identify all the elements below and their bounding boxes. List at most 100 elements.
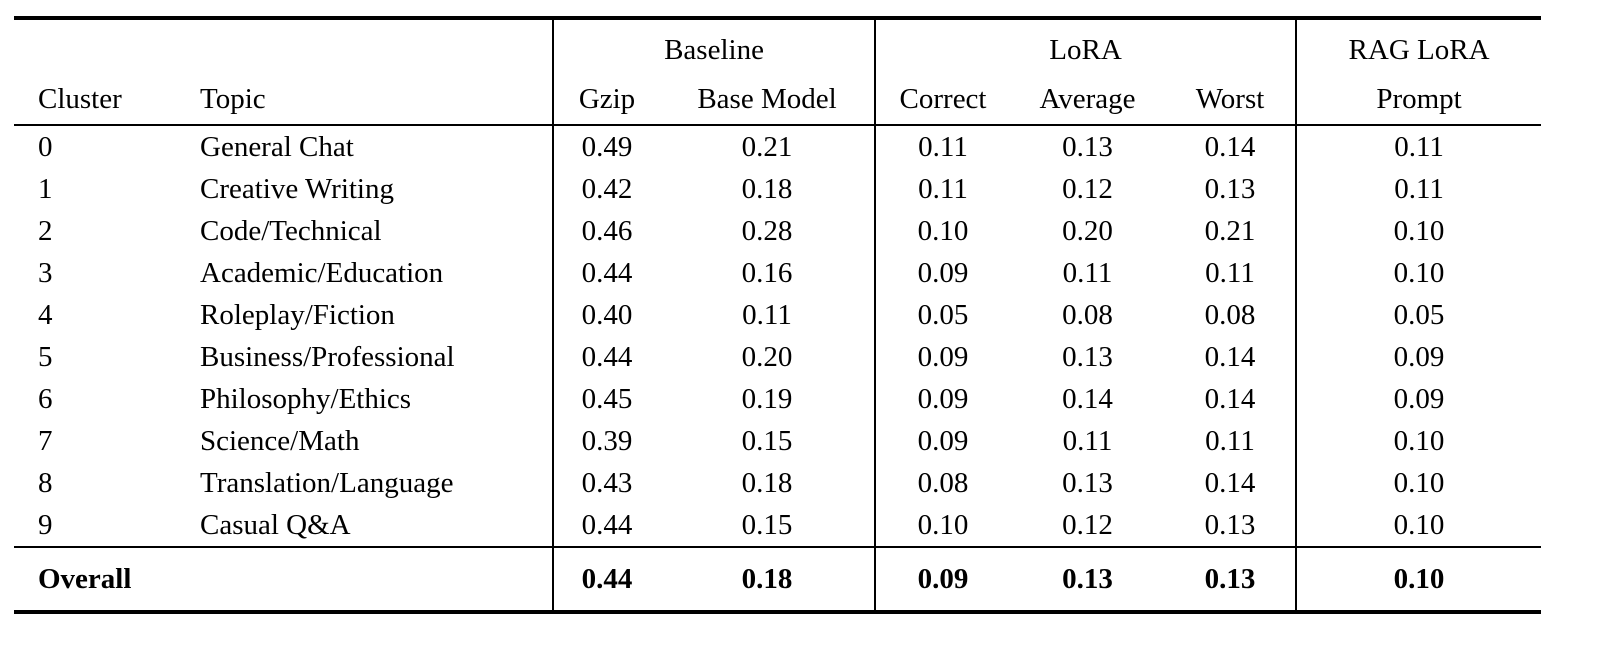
group-header-lora: LoRA <box>874 18 1297 74</box>
value-cell: 0.13 <box>1062 340 1113 373</box>
table-footer: Overall 0.44 0.18 0.09 0.13 0.13 0.10 <box>14 546 1542 612</box>
value-cell: 0.12 <box>1062 172 1113 205</box>
value-cell: 0.05 <box>874 294 1011 336</box>
table-row: 1 Creative Writing 0.42 0.18 0.11 0.12 0.13 0.1… <box>14 168 1542 210</box>
value-cell: 0.11 <box>1205 256 1255 289</box>
value-cell: 0.11 <box>874 168 1011 210</box>
cluster-cell: 6 <box>38 382 53 415</box>
cluster-cell: 7 <box>38 424 53 457</box>
value-cell: 0.40 <box>552 294 660 336</box>
value-cell: 0.10 <box>1295 252 1542 294</box>
cluster-cell: 0 <box>38 130 53 163</box>
value-cell: 0.45 <box>552 378 660 420</box>
overall-base-model-value: 0.18 <box>660 546 876 612</box>
value-cell: 0.49 <box>552 125 660 168</box>
value-cell: 0.20 <box>741 340 793 373</box>
value-cell: 0.21 <box>1204 214 1256 247</box>
table-row: 3 Academic/Education 0.44 0.16 0.09 0.11 0.11 0… <box>14 252 1542 294</box>
value-cell: 0.43 <box>552 462 660 504</box>
value-cell: 0.11 <box>1295 125 1542 168</box>
value-cell: 0.11 <box>1295 168 1542 210</box>
table-row: 9 Casual Q&A 0.44 0.15 0.10 0.12 0.13 0.10 <box>14 504 1542 547</box>
topic-cell: Casual Q&A <box>200 508 351 541</box>
topic-cell: General Chat <box>200 130 354 163</box>
value-cell: 0.19 <box>741 382 793 415</box>
value-cell: 0.16 <box>741 256 793 289</box>
value-cell: 0.10 <box>1295 420 1542 462</box>
value-cell: 0.11 <box>742 298 792 331</box>
column-header-prompt: Prompt <box>1295 74 1542 126</box>
table-body: 0 General Chat 0.49 0.21 0.11 0.13 0.14 0.11 1 Cr… <box>14 125 1542 547</box>
value-cell: 0.14 <box>1204 466 1256 499</box>
cluster-cell: 8 <box>38 466 53 499</box>
topic-cell: Code/Technical <box>200 214 382 247</box>
column-header-cluster: Cluster <box>14 74 180 126</box>
table-row: 2 Code/Technical 0.46 0.28 0.10 0.20 0.21 0.10 <box>14 210 1542 252</box>
table-row: 8 Translation/Language 0.43 0.18 0.08 0.13 0.1… <box>14 462 1542 504</box>
column-header-average: Average <box>1010 74 1166 126</box>
value-cell: 0.18 <box>741 466 793 499</box>
value-cell: 0.15 <box>741 508 793 541</box>
value-cell: 0.11 <box>1062 256 1113 289</box>
value-cell: 0.18 <box>741 172 793 205</box>
value-cell: 0.42 <box>552 168 660 210</box>
column-header-topic: Topic <box>180 74 553 126</box>
group-header-empty <box>14 18 553 74</box>
value-cell: 0.13 <box>1062 466 1113 499</box>
table-row: 5 Business/Professional 0.44 0.20 0.09 0.13 0.… <box>14 336 1542 378</box>
value-cell: 0.13 <box>1062 130 1113 163</box>
value-cell: 0.28 <box>741 214 793 247</box>
value-cell: 0.10 <box>1295 462 1542 504</box>
topic-cell: Science/Math <box>200 424 360 457</box>
value-cell: 0.44 <box>552 336 660 378</box>
table-row: 6 Philosophy/Ethics 0.45 0.19 0.09 0.14 0.14 0.… <box>14 378 1542 420</box>
value-cell: 0.10 <box>1295 504 1542 547</box>
value-cell: 0.10 <box>1295 210 1542 252</box>
value-cell: 0.11 <box>1205 424 1255 457</box>
value-cell: 0.44 <box>552 504 660 547</box>
value-cell: 0.08 <box>1062 298 1113 331</box>
group-header-rag-lora: RAG LoRA <box>1295 18 1542 74</box>
value-cell: 0.11 <box>1062 424 1113 457</box>
value-cell: 0.20 <box>1062 214 1113 247</box>
value-cell: 0.15 <box>741 424 793 457</box>
value-cell: 0.11 <box>874 125 1011 168</box>
column-header-base-model: Base Model <box>660 74 876 126</box>
value-cell: 0.39 <box>552 420 660 462</box>
table-group-header-row: Baseline LoRA RAG LoRA <box>14 18 1542 74</box>
value-cell: 0.14 <box>1204 340 1256 373</box>
cluster-cell: 3 <box>38 256 53 289</box>
table-row: 0 General Chat 0.49 0.21 0.11 0.13 0.14 0.11 <box>14 125 1542 168</box>
cluster-cell: 9 <box>38 508 53 541</box>
value-cell: 0.09 <box>874 336 1011 378</box>
topic-cell: Roleplay/Fiction <box>200 298 395 331</box>
overall-gzip-value: 0.44 <box>552 546 660 612</box>
cluster-cell: 2 <box>38 214 53 247</box>
value-cell: 0.09 <box>874 378 1011 420</box>
results-table: Baseline LoRA RAG LoRA Cluster Topic Gzi… <box>14 16 1542 614</box>
column-header-gzip: Gzip <box>552 74 660 126</box>
value-cell: 0.13 <box>1204 508 1256 541</box>
cluster-cell: 5 <box>38 340 53 373</box>
value-cell: 0.13 <box>1204 172 1256 205</box>
overall-worst-value: 0.13 <box>1165 546 1297 612</box>
value-cell: 0.21 <box>741 130 793 163</box>
value-cell: 0.05 <box>1295 294 1542 336</box>
value-cell: 0.09 <box>1295 378 1542 420</box>
table-column-header-row: Cluster Topic Gzip Base Model Correct Av… <box>14 74 1542 126</box>
topic-cell: Business/Professional <box>200 340 455 373</box>
cluster-cell: 4 <box>38 298 53 331</box>
value-cell: 0.09 <box>874 252 1011 294</box>
value-cell: 0.14 <box>1062 382 1113 415</box>
value-cell: 0.10 <box>874 504 1011 547</box>
value-cell: 0.44 <box>552 252 660 294</box>
overall-row: Overall 0.44 0.18 0.09 0.13 0.13 0.10 <box>14 546 1542 612</box>
table-row: 4 Roleplay/Fiction 0.40 0.11 0.05 0.08 0.08 0.0… <box>14 294 1542 336</box>
topic-cell: Translation/Language <box>200 466 454 499</box>
column-header-worst: Worst <box>1165 74 1297 126</box>
value-cell: 0.12 <box>1062 508 1113 541</box>
value-cell: 0.08 <box>1204 298 1256 331</box>
table-header: Baseline LoRA RAG LoRA Cluster Topic Gzi… <box>14 18 1542 126</box>
overall-prompt-value: 0.10 <box>1295 546 1542 612</box>
